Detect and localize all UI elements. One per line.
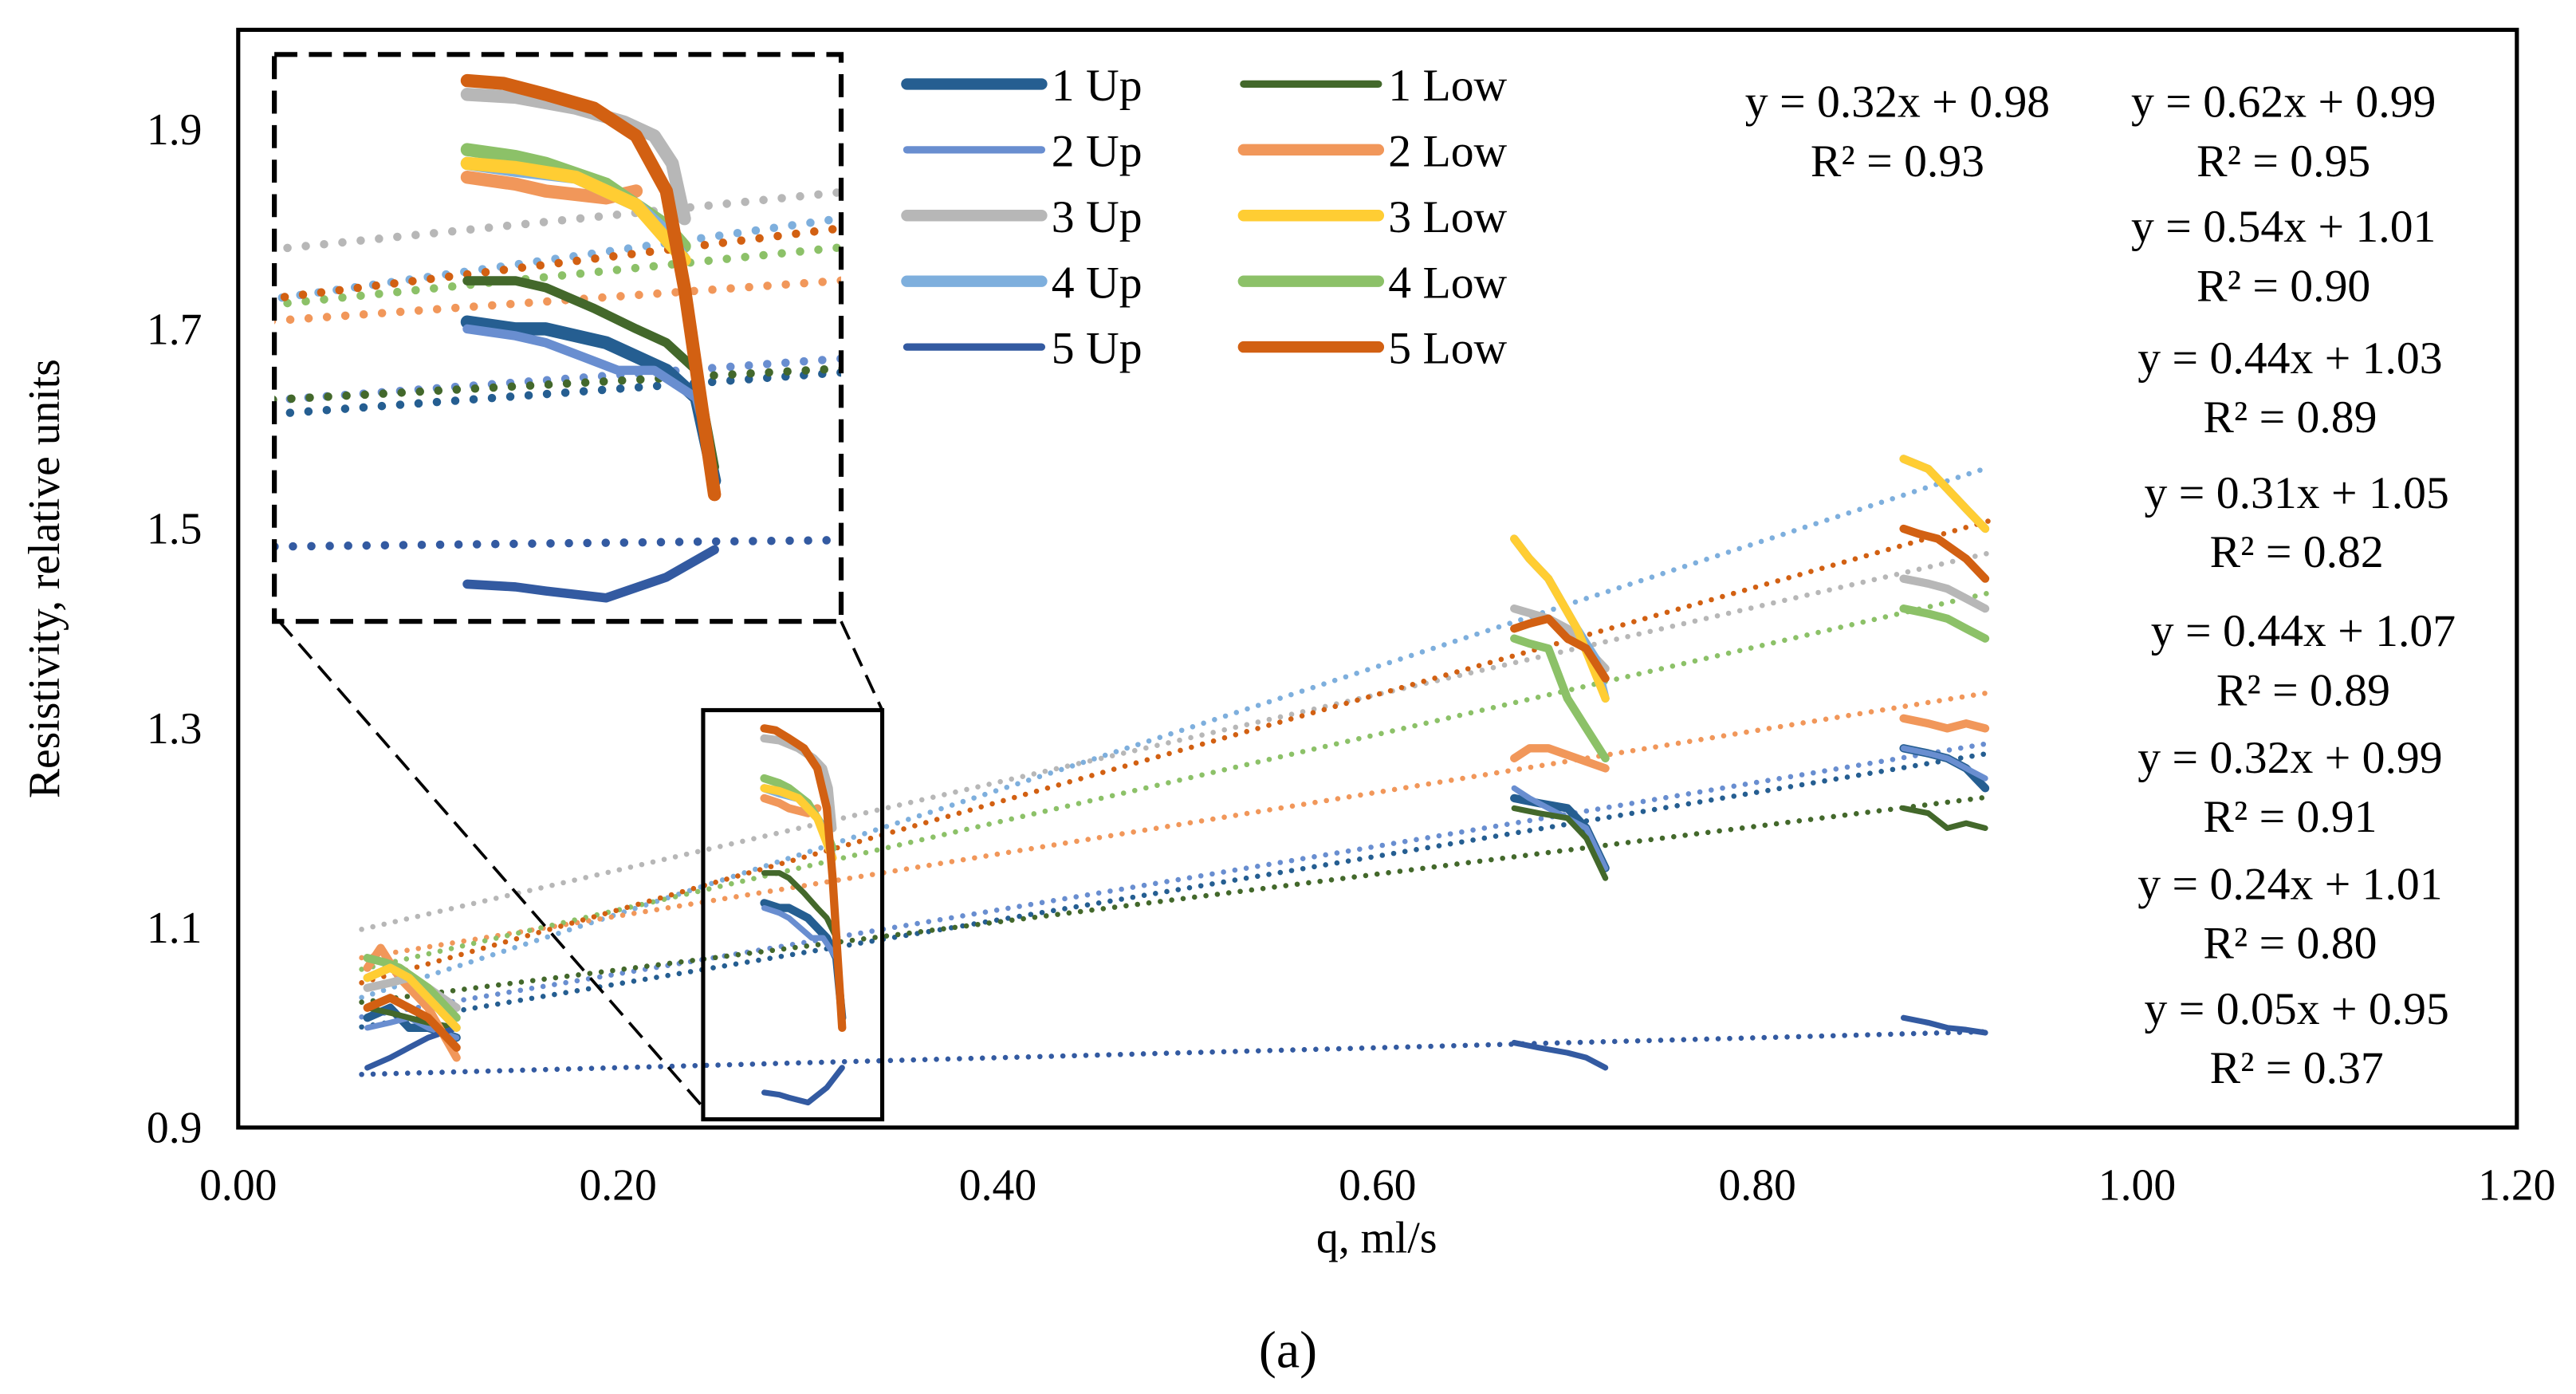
series-5-up-segment-3 xyxy=(1511,1039,1609,1071)
trendline-equation: y = 0.32x + 0.99 xyxy=(2137,733,2442,783)
series-2-up-segment-3 xyxy=(1511,785,1609,872)
series-2-low-segment-3 xyxy=(1510,744,1610,773)
series-3-low-segment-2 xyxy=(760,784,837,863)
legend: 1 Up 2 Up 3 Up 4 Up 5 Up 1 Low 2 Low 3 Low 4 Low… xyxy=(901,61,1508,374)
y-tick-label: 1.5 xyxy=(147,505,203,554)
figure-caption: (a) xyxy=(1259,1321,1317,1380)
r-squared-label: R² = 0.80 xyxy=(2203,919,2377,969)
inset-connector-left xyxy=(277,620,708,1112)
legend-label: 2 Low xyxy=(1388,126,1507,176)
inset-connector-right xyxy=(840,620,884,711)
legend-label: 1 Up xyxy=(1052,61,1142,111)
r-squared-label: R² = 0.91 xyxy=(2203,792,2377,842)
zoom-region-box xyxy=(701,707,885,1122)
trendline-equation: y = 0.62x + 0.99 xyxy=(2131,77,2436,128)
y-axis-ticks: 0.9 1.1 1.3 1.5 1.7 1.9 xyxy=(147,105,203,1152)
y-tick-label: 1.7 xyxy=(147,305,203,354)
legend-label: 5 Low xyxy=(1388,324,1507,374)
plot-area-border xyxy=(236,27,2519,1130)
trendline-equation: y = 0.32x + 0.98 xyxy=(1745,77,2050,128)
series-2-up-segment-2 xyxy=(462,324,719,472)
inset-series xyxy=(460,73,722,603)
x-axis-title: q, ml/s xyxy=(1316,1213,1437,1262)
r-squared-label: R² = 0.93 xyxy=(1811,136,1984,187)
series-5-low-segment-1 xyxy=(363,994,461,1052)
trendline-4-low xyxy=(359,590,1992,972)
series-2-low-segment-4 xyxy=(1899,714,1990,733)
legend-label: 1 Low xyxy=(1388,61,1507,111)
trendline-equation: y = 0.31x + 1.05 xyxy=(2145,468,2449,518)
series-4-low-segment-3 xyxy=(1510,634,1610,763)
r-squared-label: R² = 0.90 xyxy=(2196,261,2370,311)
series-5-up-segment-2 xyxy=(462,545,719,603)
r-squared-label: R² = 0.89 xyxy=(2203,392,2377,443)
series-3-low-segment-2 xyxy=(460,156,691,267)
trendlines xyxy=(359,464,1992,1077)
inset-frame xyxy=(272,52,844,624)
trendline-2-up xyxy=(359,740,1992,1020)
series-5-low-segment-2 xyxy=(760,724,847,1032)
series-3-low-segment-4 xyxy=(1899,455,1990,534)
trendline-equation: y = 0.44x + 1.03 xyxy=(2137,333,2442,384)
y-axis-title: Resistivity, relative units xyxy=(20,359,69,798)
series-5-up-segment-4 xyxy=(1900,1014,1988,1036)
x-tick-label: 0.00 xyxy=(199,1161,277,1211)
x-tick-label: 0.80 xyxy=(1718,1161,1795,1211)
trendline-equation: y = 0.05x + 0.95 xyxy=(2145,984,2449,1034)
legend-label: 2 Up xyxy=(1052,126,1142,176)
trendline-equations: y = 0.32x + 0.98 R² = 0.93 y = 0.62x + 0.9… xyxy=(1745,77,2456,1094)
x-axis-ticks: 0.00 0.20 0.40 0.60 0.80 1.00 1.20 xyxy=(199,1161,2555,1211)
trendline-4-up xyxy=(359,464,1992,1001)
legend-label: 3 Low xyxy=(1388,192,1507,242)
data-series xyxy=(363,455,1990,1106)
series-1-low-segment-4 xyxy=(1900,805,1988,832)
series-5-up-segment-1 xyxy=(364,1025,460,1071)
legend-label: 4 Up xyxy=(1052,258,1142,308)
trendline-equation: y = 0.44x + 1.07 xyxy=(2151,606,2456,656)
series-3-low-segment-1 xyxy=(363,963,461,1032)
legend-label: 4 Low xyxy=(1388,258,1507,308)
legend-label: 5 Up xyxy=(1052,324,1142,374)
trendline-5-up xyxy=(359,1029,1992,1077)
series-1-low-segment-3 xyxy=(1511,805,1609,881)
x-tick-label: 0.20 xyxy=(579,1161,656,1211)
series-4-low-segment-1 xyxy=(363,954,461,1022)
series-5-low-segment-4 xyxy=(1899,524,1990,583)
series-3-up-segment-4 xyxy=(1899,574,1990,613)
y-tick-label: 0.9 xyxy=(147,1103,203,1152)
trendline-1-low xyxy=(359,794,1992,1006)
x-tick-label: 0.60 xyxy=(1339,1161,1416,1211)
trendline-2-low xyxy=(359,690,1992,961)
series-4-low-segment-4 xyxy=(1899,604,1990,643)
y-tick-label: 1.1 xyxy=(147,904,203,953)
trendline-equation: y = 0.24x + 1.01 xyxy=(2137,859,2442,909)
series-5-low-segment-2 xyxy=(460,73,722,502)
y-tick-label: 1.9 xyxy=(147,105,203,155)
series-5-up-segment-2 xyxy=(761,1065,845,1106)
trendline-1-up xyxy=(359,750,1992,1030)
x-tick-label: 0.40 xyxy=(959,1161,1036,1211)
x-tick-label: 1.00 xyxy=(2098,1161,2176,1211)
x-tick-label: 1.20 xyxy=(2478,1161,2555,1211)
y-tick-label: 1.3 xyxy=(147,704,203,754)
r-squared-label: R² = 0.89 xyxy=(2216,665,2390,715)
series-5-low-segment-3 xyxy=(1510,614,1610,683)
legend-label: 3 Up xyxy=(1052,192,1142,242)
trendline-equation: y = 0.54x + 1.01 xyxy=(2131,202,2436,252)
r-squared-label: R² = 0.95 xyxy=(2196,136,2370,187)
trendline-3-up xyxy=(359,550,1992,932)
r-squared-label: R² = 0.82 xyxy=(2210,527,2384,577)
r-squared-label: R² = 0.37 xyxy=(2210,1043,2384,1093)
series-2-up-segment-4 xyxy=(1900,745,1988,782)
